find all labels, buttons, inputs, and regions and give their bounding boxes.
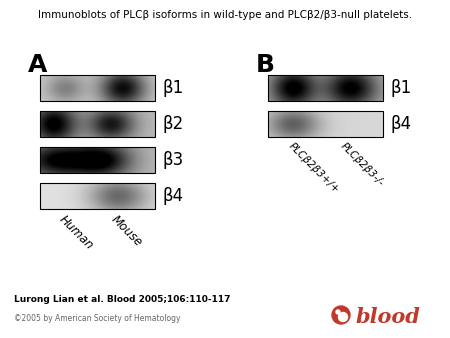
Text: Lurong Lian et al. Blood 2005;106:110-117: Lurong Lian et al. Blood 2005;106:110-11…: [14, 295, 230, 304]
Text: Human: Human: [56, 213, 95, 252]
Text: PLCβ2β3+/+: PLCβ2β3+/+: [286, 141, 341, 195]
Bar: [268, 75, 383, 101]
Bar: [40, 75, 155, 101]
Text: B: B: [256, 53, 275, 77]
Circle shape: [338, 313, 347, 321]
Bar: [40, 147, 155, 173]
Text: β4: β4: [391, 115, 412, 133]
Text: β1: β1: [391, 79, 412, 97]
Text: A: A: [28, 53, 47, 77]
Bar: [40, 183, 155, 209]
Circle shape: [336, 310, 340, 314]
Text: β4: β4: [163, 187, 184, 205]
Text: β3: β3: [163, 151, 184, 169]
Text: PLCβ2β3-/-: PLCβ2β3-/-: [339, 141, 387, 188]
Text: ©2005 by American Society of Hematology: ©2005 by American Society of Hematology: [14, 314, 180, 323]
Bar: [268, 111, 383, 137]
Bar: [40, 111, 155, 137]
Text: Immunoblots of PLCβ isoforms in wild-type and PLCβ2/β3-null platelets.: Immunoblots of PLCβ isoforms in wild-typ…: [38, 10, 412, 20]
Text: blood: blood: [355, 307, 420, 327]
Text: β2: β2: [163, 115, 184, 133]
Text: β1: β1: [163, 79, 184, 97]
Text: Mouse: Mouse: [109, 213, 145, 249]
Circle shape: [332, 306, 350, 324]
